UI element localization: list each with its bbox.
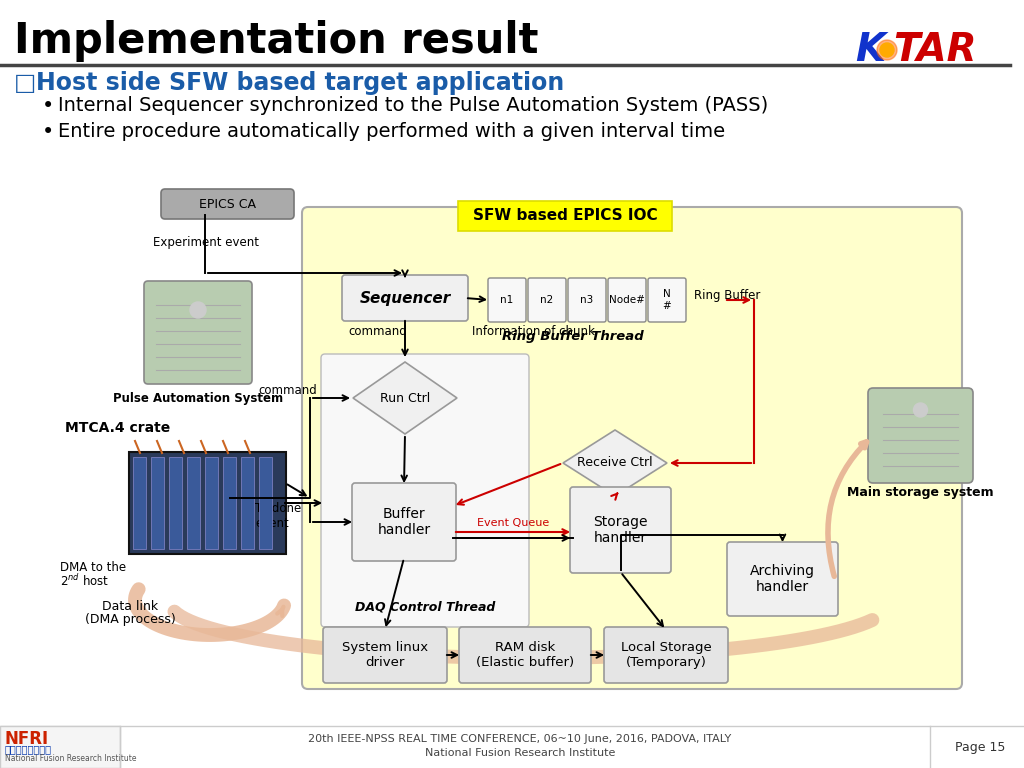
- Text: Sequencer: Sequencer: [359, 290, 451, 306]
- FancyBboxPatch shape: [488, 278, 526, 322]
- Text: Page 15: Page 15: [954, 740, 1006, 753]
- Text: 2$^{nd}$ host: 2$^{nd}$ host: [60, 573, 110, 589]
- Text: SFW based EPICS IOC: SFW based EPICS IOC: [473, 208, 657, 223]
- Text: Entire procedure automatically performed with a given interval time: Entire procedure automatically performed…: [58, 122, 725, 141]
- Circle shape: [913, 403, 928, 417]
- Text: command: command: [348, 325, 407, 338]
- Polygon shape: [353, 362, 457, 434]
- FancyBboxPatch shape: [161, 189, 294, 219]
- Text: Main storage system: Main storage system: [847, 486, 994, 499]
- Text: •: •: [42, 96, 54, 116]
- Text: 국가핵융합연구소: 국가핵융합연구소: [5, 744, 52, 754]
- Circle shape: [190, 302, 206, 318]
- Text: □: □: [14, 71, 37, 95]
- Text: Buffer
handler: Buffer handler: [378, 507, 430, 537]
- Text: n3: n3: [581, 295, 594, 305]
- Text: EPICS CA: EPICS CA: [199, 197, 256, 210]
- Text: (DMA process): (DMA process): [85, 613, 175, 626]
- Circle shape: [877, 40, 897, 60]
- Text: N
#: N #: [663, 290, 672, 311]
- FancyBboxPatch shape: [205, 457, 218, 549]
- Text: Ring Buffer Thread: Ring Buffer Thread: [502, 330, 644, 343]
- FancyBboxPatch shape: [187, 457, 200, 549]
- Text: •: •: [42, 122, 54, 142]
- Text: Event Queue: Event Queue: [477, 518, 549, 528]
- Text: Information of chunk: Information of chunk: [472, 325, 595, 338]
- FancyBboxPatch shape: [241, 457, 254, 549]
- FancyBboxPatch shape: [0, 726, 120, 768]
- Text: MTCA.4 crate: MTCA.4 crate: [65, 421, 170, 435]
- FancyBboxPatch shape: [342, 275, 468, 321]
- FancyBboxPatch shape: [259, 457, 272, 549]
- FancyBboxPatch shape: [604, 627, 728, 683]
- Text: National Fusion Research Institute: National Fusion Research Institute: [425, 748, 615, 758]
- Text: National Fusion Research Institute: National Fusion Research Institute: [5, 754, 136, 763]
- Text: Run Ctrl: Run Ctrl: [380, 392, 430, 405]
- FancyBboxPatch shape: [169, 457, 182, 549]
- FancyBboxPatch shape: [868, 388, 973, 483]
- FancyBboxPatch shape: [352, 483, 456, 561]
- Text: Ring Buffer: Ring Buffer: [694, 289, 761, 302]
- Text: Local Storage
(Temporary): Local Storage (Temporary): [621, 641, 712, 669]
- FancyBboxPatch shape: [223, 457, 236, 549]
- Text: Host side SFW based target application: Host side SFW based target application: [36, 71, 564, 95]
- Text: K: K: [855, 31, 885, 69]
- FancyBboxPatch shape: [727, 542, 838, 616]
- Text: RAM disk
(Elastic buffer): RAM disk (Elastic buffer): [476, 641, 574, 669]
- Text: Archiving
handler: Archiving handler: [750, 564, 815, 594]
- Text: Internal Sequencer synchronized to the Pulse Automation System (PASS): Internal Sequencer synchronized to the P…: [58, 96, 768, 115]
- Text: Node#: Node#: [609, 295, 645, 305]
- Text: command: command: [258, 383, 316, 396]
- Text: Tr. done
event: Tr. done event: [255, 502, 301, 530]
- FancyBboxPatch shape: [570, 487, 671, 573]
- FancyBboxPatch shape: [459, 627, 591, 683]
- Text: n2: n2: [541, 295, 554, 305]
- Text: DAQ Control Thread: DAQ Control Thread: [354, 600, 496, 613]
- Text: Implementation result: Implementation result: [14, 20, 539, 62]
- FancyBboxPatch shape: [129, 452, 286, 554]
- FancyBboxPatch shape: [323, 627, 447, 683]
- Text: Experiment event: Experiment event: [153, 236, 259, 249]
- FancyBboxPatch shape: [321, 354, 529, 627]
- Text: Receive Ctrl: Receive Ctrl: [578, 456, 653, 469]
- FancyBboxPatch shape: [151, 457, 164, 549]
- FancyBboxPatch shape: [133, 457, 146, 549]
- Text: NFRI: NFRI: [5, 730, 49, 748]
- FancyBboxPatch shape: [144, 281, 252, 384]
- FancyBboxPatch shape: [528, 278, 566, 322]
- FancyBboxPatch shape: [302, 207, 962, 689]
- FancyBboxPatch shape: [568, 278, 606, 322]
- FancyBboxPatch shape: [648, 278, 686, 322]
- Text: TAR: TAR: [893, 31, 977, 69]
- Text: DMA to the: DMA to the: [60, 561, 126, 574]
- FancyBboxPatch shape: [458, 201, 672, 231]
- Text: Pulse Automation System: Pulse Automation System: [113, 392, 283, 405]
- Text: System linux
driver: System linux driver: [342, 641, 428, 669]
- Text: n1: n1: [501, 295, 514, 305]
- Circle shape: [880, 43, 894, 57]
- Text: Data link: Data link: [102, 600, 158, 613]
- FancyBboxPatch shape: [608, 278, 646, 322]
- Polygon shape: [563, 430, 667, 496]
- Text: 20th IEEE-NPSS REAL TIME CONFERENCE, 06~10 June, 2016, PADOVA, ITALY: 20th IEEE-NPSS REAL TIME CONFERENCE, 06~…: [308, 734, 731, 744]
- Text: Storage
handler: Storage handler: [593, 515, 648, 545]
